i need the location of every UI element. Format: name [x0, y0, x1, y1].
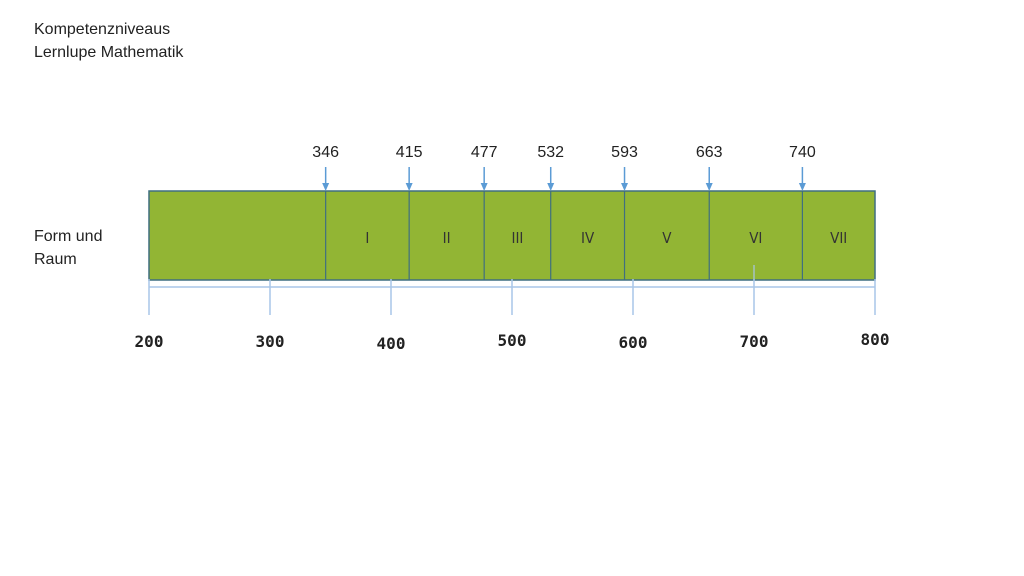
threshold-arrow-head-3 [480, 183, 488, 191]
x-tick-label-700: 700 [740, 332, 769, 351]
threshold-label-4: 532 [537, 144, 564, 161]
row-label-line-2: Raum [34, 251, 77, 268]
threshold-label-3: 477 [471, 144, 498, 161]
chart-title: Kompetenzniveaus Lernlupe Mathematik [34, 18, 183, 64]
level-label-5: V [662, 229, 672, 247]
x-tick-label-200: 200 [135, 332, 164, 351]
threshold-arrow-head-7 [798, 183, 806, 191]
level-label-6: VI [749, 229, 762, 247]
threshold-arrow-head-2 [405, 183, 413, 191]
x-tick-label-300: 300 [256, 332, 285, 351]
threshold-label-5: 593 [611, 144, 638, 161]
level-label-group: I II III IV V VI VII [365, 229, 847, 247]
x-tick-label-800: 800 [861, 330, 890, 349]
threshold-label-6: 663 [696, 144, 723, 161]
row-label-line-1: Form und [34, 228, 103, 245]
level-label-7: VII [830, 229, 847, 247]
threshold-arrow-group: 346 415 477 532 593 663 740 [312, 144, 816, 191]
chart-title-line-2: Lernlupe Mathematik [34, 44, 184, 61]
threshold-arrow-head-1 [322, 183, 330, 191]
threshold-arrow-head-6 [705, 183, 713, 191]
x-tick-label-500: 500 [498, 331, 527, 350]
divider-group [325, 191, 804, 280]
chart-title-line-1: Kompetenzniveaus [34, 21, 171, 38]
threshold-label-2: 415 [396, 144, 423, 161]
level-label-2: II [443, 229, 451, 247]
threshold-label-7: 740 [789, 144, 816, 161]
x-tick-label-600: 600 [619, 333, 648, 352]
x-tick-label-400: 400 [377, 334, 406, 353]
level-label-4: IV [581, 229, 595, 247]
threshold-label-1: 346 [312, 144, 339, 161]
level-label-3: III [511, 229, 523, 247]
row-label: Form und Raum [34, 225, 124, 271]
threshold-arrow-head-4 [547, 183, 555, 191]
threshold-arrow-head-5 [621, 183, 629, 191]
axis-group: 200 300 400 500 600 700 800 [135, 265, 890, 353]
level-label-1: I [365, 229, 369, 247]
